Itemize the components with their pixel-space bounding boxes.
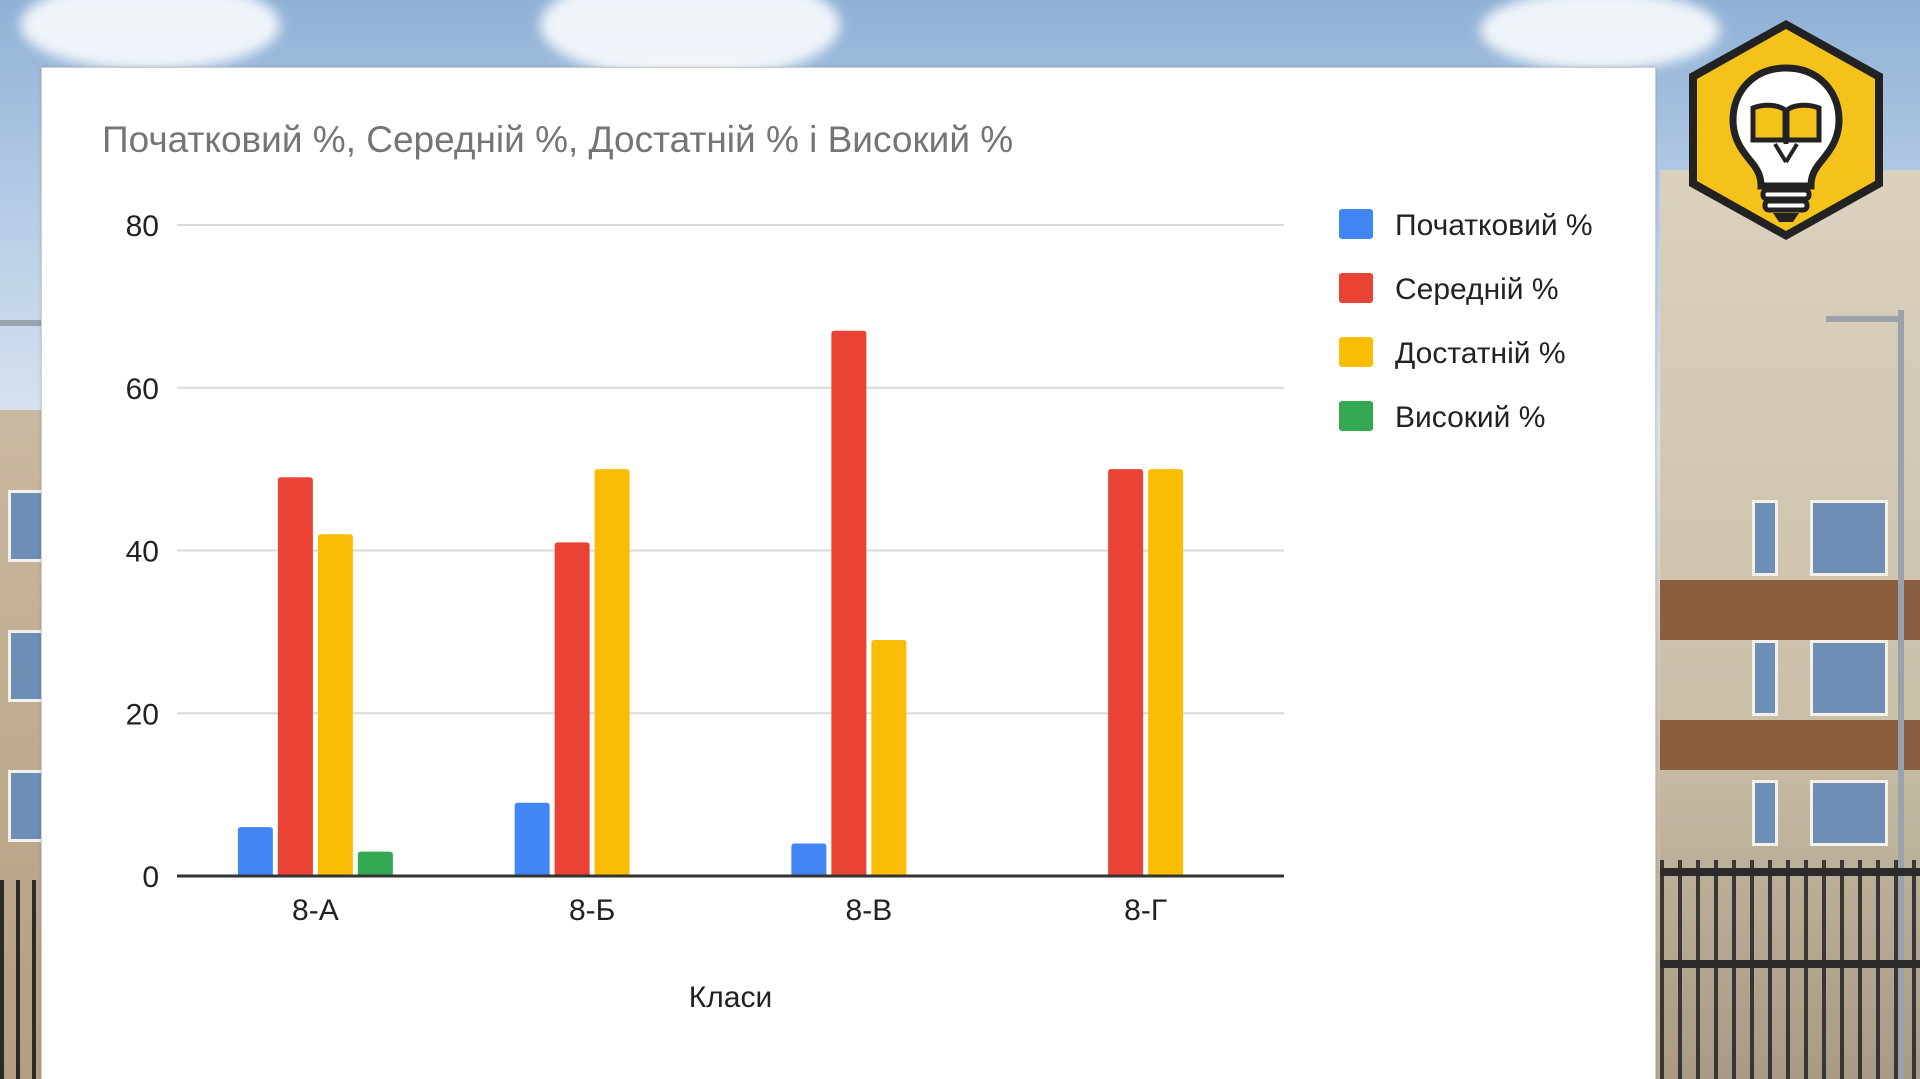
y-tick-label: 20 (126, 698, 159, 731)
street-lamp-pole (1898, 310, 1904, 1079)
x-axis-label: Класи (689, 981, 772, 1014)
grid-lines (177, 224, 1284, 715)
bar (357, 851, 393, 876)
bars (237, 330, 1184, 877)
chart-title: Початковий %, Середній %, Достатній % і … (102, 119, 1013, 160)
legend-swatch (1339, 401, 1373, 431)
bar (1108, 469, 1144, 876)
building-window (1752, 780, 1778, 846)
building-window (1752, 500, 1778, 576)
x-tick-label: 8-В (846, 894, 893, 927)
logo-badge (1689, 20, 1883, 240)
y-tick-label: 60 (126, 373, 159, 406)
legend-swatch (1339, 273, 1373, 303)
legend-label: Високий % (1395, 401, 1545, 434)
building-window (8, 630, 44, 702)
cloud (20, 0, 280, 70)
legend-swatch (1339, 337, 1373, 367)
y-tick-label: 40 (126, 536, 159, 569)
fence-right (1660, 860, 1920, 1079)
bar (237, 827, 273, 876)
fence-left (0, 880, 48, 1079)
bar (594, 469, 630, 876)
x-tick-label: 8-Г (1124, 894, 1167, 927)
bar (791, 843, 827, 876)
street-lamp-arm (1826, 316, 1904, 322)
x-tick-label: 8-Б (569, 894, 615, 927)
bar (277, 477, 313, 876)
legend-label: Середній % (1395, 273, 1559, 306)
bar (871, 640, 907, 876)
y-tick-label: 0 (142, 861, 159, 894)
legend-label: Початковий % (1395, 209, 1593, 242)
bar (554, 542, 590, 876)
building-window (1810, 780, 1888, 846)
building-band (1660, 720, 1920, 770)
x-tick-label: 8-А (292, 894, 339, 927)
bar (514, 802, 550, 876)
chart-card: Початковий %, Середній %, Достатній % і … (41, 67, 1656, 1079)
bar-chart: Початковий %, Середній %, Достатній % і … (102, 119, 1593, 1014)
bar (317, 534, 353, 876)
street-lamp-arm (0, 320, 44, 326)
building-band (1660, 580, 1920, 640)
legend: Початковий % Середній % Достатній % Високий… (1339, 209, 1593, 434)
bar (1148, 469, 1184, 876)
legend-label: Достатній % (1395, 337, 1566, 370)
lightbulb-book-icon (1729, 64, 1843, 222)
building-window (1810, 640, 1888, 716)
building-window (8, 770, 44, 842)
cloud (1480, 0, 1720, 70)
x-axis-ticks: 8-А 8-Б 8-В 8-Г (292, 894, 1167, 927)
y-tick-label: 80 (126, 210, 159, 243)
building-window (1752, 640, 1778, 716)
building-window (1810, 500, 1888, 576)
bar (831, 330, 867, 877)
legend-swatch (1339, 209, 1373, 239)
building-window (8, 490, 44, 562)
y-axis-ticks: 0 20 40 60 80 (126, 210, 159, 894)
